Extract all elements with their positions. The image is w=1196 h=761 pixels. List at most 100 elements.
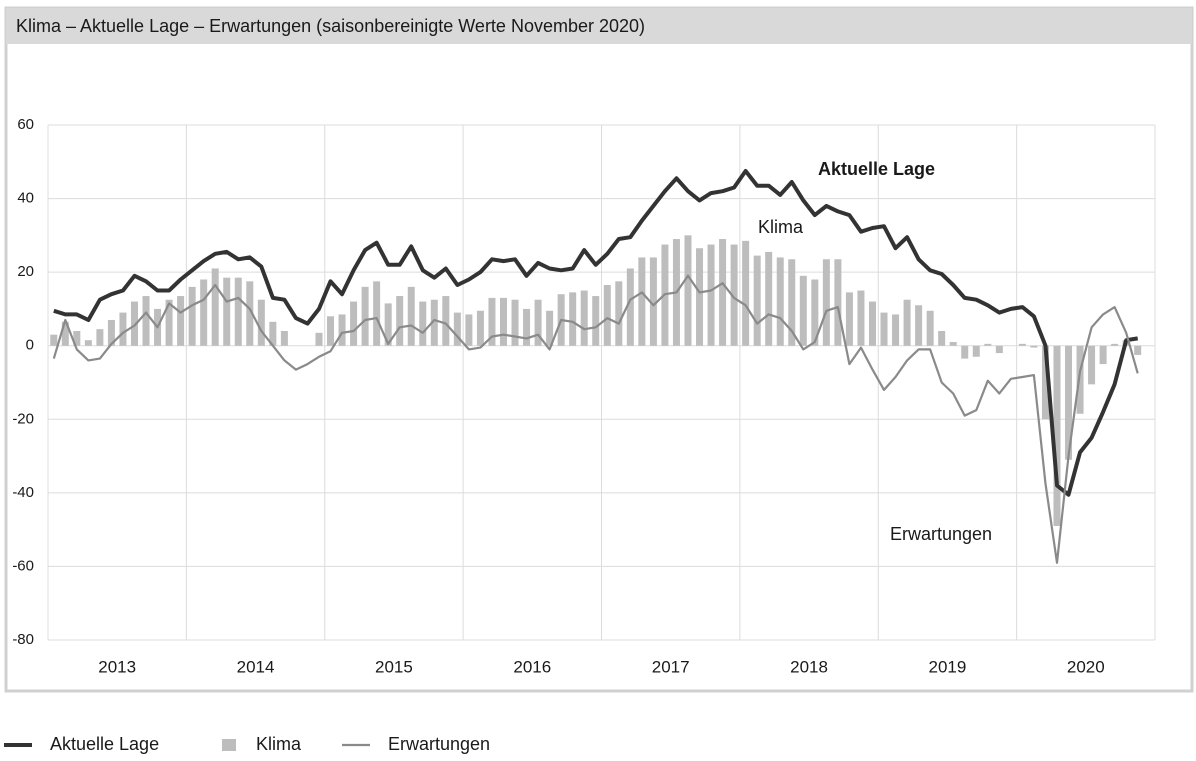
bar — [938, 331, 946, 346]
bar — [453, 312, 461, 346]
legend-label: Erwartungen — [388, 734, 490, 754]
bar — [972, 345, 980, 357]
bar — [1030, 345, 1038, 348]
bar — [523, 308, 531, 346]
bar — [742, 240, 750, 346]
bar — [396, 296, 404, 346]
bar — [327, 316, 335, 346]
bar — [995, 345, 1003, 354]
x-tick-label: 2014 — [237, 657, 275, 676]
bar — [119, 312, 127, 346]
y-tick-label: -60 — [12, 557, 34, 574]
bar — [845, 292, 853, 346]
x-tick-label: 2019 — [929, 657, 967, 676]
bar — [880, 312, 888, 346]
bar — [107, 319, 115, 346]
legend-swatch — [222, 739, 236, 751]
bar — [949, 342, 957, 346]
bar — [961, 345, 969, 359]
bar — [811, 279, 819, 346]
bar — [638, 257, 646, 346]
bar — [1111, 343, 1119, 346]
bar — [1099, 345, 1107, 365]
bar — [592, 296, 600, 346]
bar — [234, 277, 242, 346]
bar — [857, 290, 865, 346]
bar — [188, 286, 196, 346]
bar — [776, 257, 784, 346]
bar — [96, 329, 104, 346]
bar — [1053, 345, 1061, 526]
annotation: Aktuelle Lage — [818, 159, 935, 179]
x-tick-label: 2020 — [1067, 657, 1105, 676]
bar — [1065, 345, 1073, 460]
bar — [499, 297, 507, 346]
bar — [280, 331, 288, 346]
bar — [384, 303, 392, 346]
bar — [1088, 345, 1096, 385]
bar — [822, 259, 830, 346]
bar — [350, 301, 358, 346]
bar — [892, 314, 900, 346]
bar — [534, 299, 542, 346]
bar — [696, 248, 704, 346]
annotation: Erwartungen — [890, 524, 992, 544]
bar — [926, 310, 934, 346]
legend-label: Klima — [256, 734, 302, 754]
bar — [799, 275, 807, 346]
bar — [211, 268, 219, 346]
bar — [130, 301, 138, 346]
bar — [488, 297, 496, 346]
bar — [142, 296, 150, 346]
bar — [603, 285, 611, 346]
bar — [730, 244, 738, 346]
y-tick-label: 0 — [26, 337, 34, 354]
chart-title: Klima – Aktuelle Lage – Erwartungen (sai… — [16, 16, 645, 36]
bar — [223, 277, 231, 346]
bar — [476, 310, 484, 346]
bar — [419, 301, 427, 346]
y-tick-label: 60 — [17, 116, 34, 133]
x-tick-label: 2016 — [513, 657, 551, 676]
legend-label: Aktuelle Lage — [50, 734, 159, 754]
bar — [626, 268, 634, 346]
x-tick-label: 2013 — [98, 657, 136, 676]
bar — [361, 286, 369, 346]
bar — [649, 257, 657, 346]
bar — [315, 332, 323, 346]
bar — [465, 314, 473, 346]
title-bar — [6, 8, 1192, 44]
bar — [546, 310, 554, 346]
bar — [407, 286, 415, 346]
annotation: Klima — [758, 217, 804, 237]
line — [53, 169, 1139, 497]
bar — [915, 305, 923, 346]
x-tick-label: 2017 — [652, 657, 690, 676]
bar — [1134, 345, 1142, 355]
bar — [834, 259, 842, 346]
bar — [868, 301, 876, 346]
y-tick-label: -40 — [12, 484, 34, 501]
bar — [1076, 345, 1084, 414]
bar — [707, 244, 715, 346]
y-tick-label: -80 — [12, 631, 34, 648]
bar — [765, 251, 773, 346]
bar — [246, 281, 254, 346]
bar — [373, 281, 381, 346]
bar — [719, 239, 727, 346]
line — [52, 274, 1139, 564]
bar — [200, 279, 208, 346]
bar — [684, 235, 692, 346]
bar — [269, 321, 277, 346]
bar — [73, 331, 81, 346]
bar — [984, 343, 992, 346]
bar — [338, 314, 346, 346]
bar — [177, 296, 185, 346]
y-tick-label: -20 — [12, 410, 34, 427]
bar — [615, 281, 623, 346]
bar — [753, 255, 761, 346]
bar — [165, 299, 173, 346]
chart-frame — [4, 6, 1194, 693]
bar — [50, 334, 58, 346]
